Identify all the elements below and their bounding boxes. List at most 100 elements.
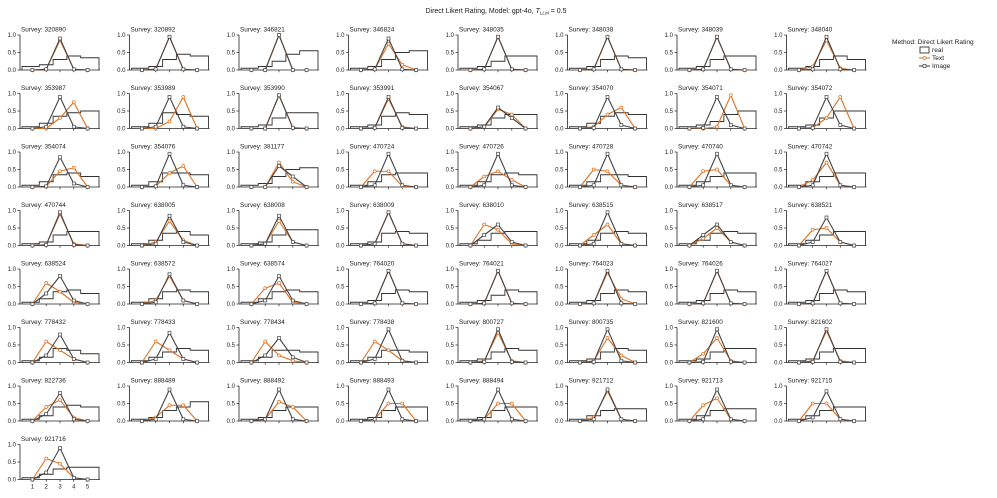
series-text-line (251, 94, 307, 130)
series-image-point (249, 360, 254, 365)
y-tick-label: 0.0 (117, 127, 126, 133)
panel-title: Survey: 353987 (21, 85, 66, 92)
series-image-point (30, 126, 35, 131)
series-image-point (249, 68, 254, 72)
y-tick-label: 1.0 (227, 150, 236, 156)
y-tick-label: 0.5 (336, 402, 345, 408)
y-tick-label: 0.0 (336, 127, 345, 133)
series-image-point (71, 181, 76, 186)
series-image-point (824, 151, 829, 156)
y-tick-label: 1.0 (555, 326, 564, 332)
series-image-point (44, 412, 49, 416)
series-image-point (496, 268, 500, 273)
y-tick-label: 0.5 (446, 343, 455, 349)
y-tick-label: 1.0 (446, 150, 455, 156)
series-image-point (249, 419, 254, 423)
series-real-step (21, 231, 100, 246)
panel-title: Survey: 638517 (678, 202, 723, 209)
series-image-point (181, 67, 186, 72)
series-text-line (360, 170, 417, 188)
y-tick-label: 1.0 (8, 92, 17, 98)
series-image-point (496, 222, 500, 227)
series-image-point (715, 222, 719, 227)
series-image-point (400, 241, 405, 246)
y-tick-label: 1.0 (117, 326, 126, 332)
series-image-point (181, 417, 186, 422)
series-text-line (798, 39, 855, 71)
y-tick-label: 0.0 (446, 185, 455, 191)
y-tick-label: 0.0 (227, 419, 236, 425)
series-image-point (167, 95, 172, 99)
legend-title: Method: Direct Likert Rating (892, 39, 974, 46)
series-image-point (30, 243, 35, 248)
panel-survey-638572: Survey: 638572 0.0 0.5 1.0 (117, 261, 210, 308)
y-tick-label: 0.5 (117, 285, 126, 291)
panel-title: Survey: 821602 (788, 319, 833, 326)
y-tick-label: 0.5 (446, 168, 455, 174)
series-text-point (167, 171, 172, 175)
series-image-point (824, 215, 829, 220)
panel-survey-888493: Survey: 888493 0.0 0.5 1.0 (336, 378, 429, 425)
legend-real-swatch (919, 46, 930, 54)
series-text-point (824, 160, 829, 165)
panel-title: Survey: 778438 (350, 319, 395, 326)
y-tick-label: 0.5 (555, 226, 564, 232)
y-tick-label: 1.0 (227, 267, 236, 273)
series-image-point (359, 185, 363, 189)
panel-title: Survey: 353989 (131, 85, 176, 92)
y-tick-label: 0.0 (336, 244, 345, 250)
panel-title: Survey: 470742 (788, 144, 833, 151)
series-image-point (386, 387, 391, 392)
series-image-point (30, 185, 35, 189)
y-tick-label: 0.0 (8, 68, 17, 74)
series-image-point (633, 360, 637, 365)
series-image-point (591, 125, 596, 130)
series-real-step (350, 50, 428, 70)
series-text-point (153, 339, 158, 344)
x-tick-label: 1 (31, 485, 35, 491)
series-real-step (350, 289, 428, 304)
series-text-point (277, 353, 281, 358)
series-text-point (482, 174, 487, 179)
series-image-line (579, 328, 636, 364)
series-image-point (30, 419, 35, 423)
y-tick-label: 0.5 (555, 109, 564, 115)
y-tick-label: 1.0 (555, 267, 564, 273)
series-image-point (386, 95, 391, 99)
y-tick-label: 0.0 (555, 302, 564, 308)
y-tick-label: 0.0 (8, 185, 17, 191)
y-tick-label: 0.0 (227, 68, 236, 74)
y-tick-label: 0.5 (665, 226, 674, 232)
series-image-point (482, 67, 487, 72)
series-text-line (470, 402, 527, 422)
series-image-point (824, 34, 829, 39)
series-image-point (140, 68, 144, 72)
series-text-point (701, 403, 706, 408)
panel-survey-921712: Survey: 921712 0.0 0.5 1.0 (555, 378, 648, 425)
series-image-point (824, 95, 829, 99)
series-image-point (687, 302, 692, 306)
series-image-point (153, 124, 158, 129)
series-image-point (400, 67, 405, 72)
series-image-point (249, 185, 254, 189)
panel-survey-821602: Survey: 821602 0.0 0.5 1.0 (774, 319, 867, 367)
panel-title: Survey: 354070 (569, 85, 614, 92)
series-image-point (71, 475, 76, 480)
series-text-point (715, 336, 719, 340)
series-text-point (824, 401, 829, 406)
panel-survey-320890: Survey: 320890 0.0 0.5 1.0 (8, 27, 100, 74)
series-image-point (372, 67, 377, 72)
y-tick-label: 0.5 (774, 168, 783, 174)
legend-label: Text (932, 55, 944, 62)
series-text-point (496, 169, 500, 174)
series-image-point (414, 243, 418, 248)
small-multiples-grid: Survey: 320890 0.0 0.5 1.0 Survey: 320892 0.0… (8, 27, 867, 491)
series-image-point (482, 301, 487, 306)
panel-title: Survey: 921712 (569, 378, 614, 385)
x-tick-label: 4 (72, 485, 76, 491)
y-tick-label: 0.5 (117, 226, 126, 232)
series-text-line (360, 211, 417, 247)
series-image-point (591, 241, 596, 246)
panel-survey-921713: Survey: 921713 0.0 0.5 1.0 (665, 378, 757, 425)
series-image-point (304, 126, 309, 131)
